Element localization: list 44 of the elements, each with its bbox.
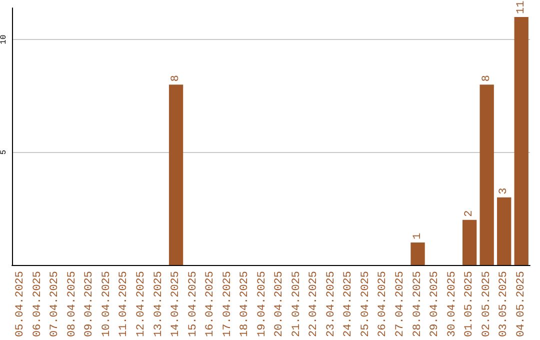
x-tick-label: 25.04.2025 <box>360 270 372 338</box>
x-tick-label: 08.04.2025 <box>66 270 78 338</box>
x-tick-label: 15.04.2025 <box>187 270 200 338</box>
x-tick-label: 14.04.2025 <box>170 270 182 338</box>
x-tick-label: 09.04.2025 <box>84 270 96 338</box>
x-tick-label: 17.04.2025 <box>222 270 234 338</box>
x-tick-label: 27.04.2025 <box>394 270 406 338</box>
data-label: 11 <box>515 0 528 14</box>
x-tick-label: 03.05.2025 <box>498 270 510 338</box>
x-tick-label: 11.04.2025 <box>118 270 130 338</box>
x-tick-label: 30.04.2025 <box>446 270 458 338</box>
bar <box>497 197 512 265</box>
x-tick-label: 19.04.2025 <box>256 270 268 338</box>
x-tick-label: 20.04.2025 <box>274 270 286 338</box>
x-tick-label: 04.05.2025 <box>515 270 528 338</box>
x-tick-label: 05.04.2025 <box>14 270 27 338</box>
x-tick-label: 22.04.2025 <box>308 270 320 338</box>
y-tick-label: 10 <box>0 34 8 44</box>
x-tick-label: 12.04.2025 <box>136 270 148 338</box>
data-label: 8 <box>170 75 182 82</box>
x-tick-label: 23.04.2025 <box>325 270 338 338</box>
x-tick-label: 24.04.2025 <box>342 270 355 338</box>
x-tick-label: 07.04.2025 <box>49 270 62 338</box>
x-tick-label: 18.04.2025 <box>239 270 252 338</box>
x-tick-label: 28.04.2025 <box>412 270 424 338</box>
bar <box>514 17 528 265</box>
bar <box>480 84 494 265</box>
x-tick-label: 29.04.2025 <box>429 270 442 338</box>
data-label: 1 <box>412 232 424 240</box>
y-tick-label: 5 <box>0 150 8 155</box>
x-tick-label: 06.04.2025 <box>32 270 44 338</box>
bar <box>462 220 477 265</box>
x-tick-label: 13.04.2025 <box>152 270 165 338</box>
x-tick-label: 02.05.2025 <box>480 270 493 338</box>
data-label: 2 <box>464 210 476 217</box>
x-tick-label: 21.04.2025 <box>290 270 303 338</box>
bar <box>410 242 425 265</box>
data-label: 8 <box>480 75 493 82</box>
bar <box>168 84 184 265</box>
x-tick-label: 16.04.2025 <box>204 270 217 338</box>
data-label: 3 <box>498 188 510 194</box>
x-tick-label: 01.05.2025 <box>464 270 476 338</box>
x-tick-label: 10.04.2025 <box>100 270 113 338</box>
x-tick-label: 26.04.2025 <box>377 270 390 338</box>
